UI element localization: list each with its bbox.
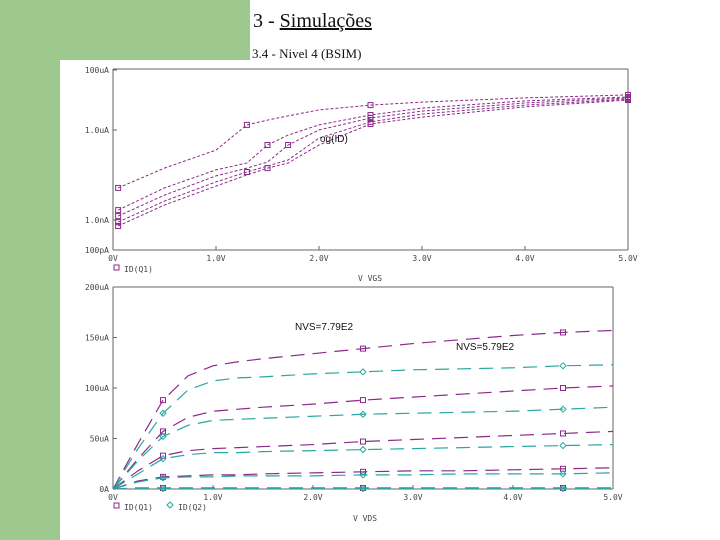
top-chart-y-tick-label: 1.0uA (85, 126, 109, 135)
bottom-chart-x-tick-label: 0V (108, 493, 118, 502)
bottom-q2-marker (359, 445, 367, 454)
top-series-marker (115, 223, 122, 229)
top-series-marker (625, 97, 631, 103)
green-side-band (0, 0, 60, 540)
bottom-q2-marker (559, 470, 567, 478)
top-chart-x-tick-label: 0V (108, 254, 118, 263)
top-chart-x-tick-label: 1.0V (206, 254, 225, 263)
top-series-marker (243, 121, 250, 128)
top-chart-x-tick-label: 5.0V (618, 254, 637, 263)
top-series-marker (264, 142, 271, 148)
bottom-q2-marker (359, 368, 367, 376)
top-series-line (117, 96, 629, 211)
bottom-q2-marker (559, 484, 567, 493)
bottom-q1-marker (360, 345, 366, 352)
top-series-marker (115, 207, 122, 214)
bottom-q1-marker (360, 397, 366, 404)
bottom-series-line (112, 385, 614, 490)
bottom-q2-marker (359, 471, 367, 479)
bottom-chart-x-tick-label: 4.0V (503, 493, 522, 502)
bottom-chart-y-tick-label: 150uA (85, 334, 109, 343)
bottom-chart-x-tick-label: 3.0V (403, 493, 422, 502)
bottom-chart-x-tick-label: 2.0V (303, 493, 322, 502)
bottom-annotation: NVS=5.79E2 (456, 342, 515, 353)
top-series-marker (367, 115, 374, 121)
bottom-q2-marker (159, 484, 167, 493)
legend-marker-q2 (166, 501, 174, 509)
bottom-q1-marker (560, 329, 566, 336)
bottom-chart-y-tick-label: 50uA (90, 435, 109, 444)
top-series-marker (367, 102, 374, 109)
bottom-chart-x-tick-label: 5.0V (603, 493, 622, 502)
bottom-q2-marker (359, 484, 367, 493)
bottom-series-line (112, 467, 614, 490)
top-series-line (117, 99, 629, 227)
bottom-chart-y-tick-label: 200uA (85, 283, 109, 292)
top-series-marker (115, 213, 122, 220)
top-chart-y-tick-label: 100uA (85, 66, 109, 75)
green-top-band (0, 0, 250, 60)
legend-label-q1: ID(Q1) (124, 503, 153, 512)
top-series-line (117, 97, 629, 217)
bottom-q1-marker (160, 397, 166, 404)
bottom-series-line (112, 364, 614, 490)
slide-subtitle: 3.4 - Nivel 4 (BSIM) (252, 46, 362, 61)
bottom-q1-marker (160, 452, 166, 459)
top-x-label: V VGS (358, 274, 382, 283)
bottom-series-line (112, 443, 614, 490)
bottom-chart-y-tick-label: 100uA (85, 384, 109, 393)
top-series-marker (115, 184, 122, 191)
bottom-q1-marker (360, 438, 366, 445)
bottom-annotation: NVS=7.79E2 (295, 322, 354, 333)
top-chart-x-tick-label: 2.0V (309, 254, 328, 263)
bottom-chart-x-tick-label: 1.0V (203, 493, 222, 502)
top-series-marker (367, 121, 374, 127)
top-series-marker (285, 142, 292, 148)
top-annotation: og(ID) (320, 134, 348, 145)
bottom-series-line (112, 430, 614, 490)
top-series-marker (264, 165, 271, 172)
bottom-q2-marker (559, 405, 567, 413)
bottom-q2-marker (159, 454, 167, 463)
bottom-q1-marker (560, 385, 566, 391)
bottom-series-line (112, 487, 613, 490)
top-series-line (117, 98, 629, 223)
bottom-q2-marker (559, 441, 567, 450)
bottom-q2-marker (159, 409, 167, 417)
top-series-marker (115, 219, 122, 226)
legend-marker-q1 (113, 264, 120, 271)
legend-marker-q1 (113, 502, 120, 509)
top-chart-y-tick-label: 100pA (85, 246, 109, 255)
top-chart-y-tick-label: 1.0nA (85, 216, 109, 225)
top-series-line (117, 94, 629, 189)
bottom-chart-y-tick-label: 0A (99, 485, 109, 494)
legend-label-q2: ID(Q2) (178, 503, 207, 512)
bottom-series-line (112, 406, 614, 490)
bottom-series-line (112, 472, 614, 490)
legend-label: ID(Q1) (124, 265, 153, 274)
bottom-q2-marker (559, 362, 567, 370)
top-chart-x-tick-label: 4.0V (515, 254, 534, 263)
bottom-q2-marker (159, 432, 167, 441)
bottom-x-label: V VDS (353, 514, 377, 523)
bottom-q2-marker (159, 474, 167, 482)
top-chart-x-tick-label: 3.0V (412, 254, 431, 263)
bottom-q2-marker (359, 410, 367, 418)
bottom-q1-marker (560, 430, 566, 437)
top-series-marker (243, 169, 250, 175)
slide-title: 3 - Simulações (253, 10, 372, 32)
